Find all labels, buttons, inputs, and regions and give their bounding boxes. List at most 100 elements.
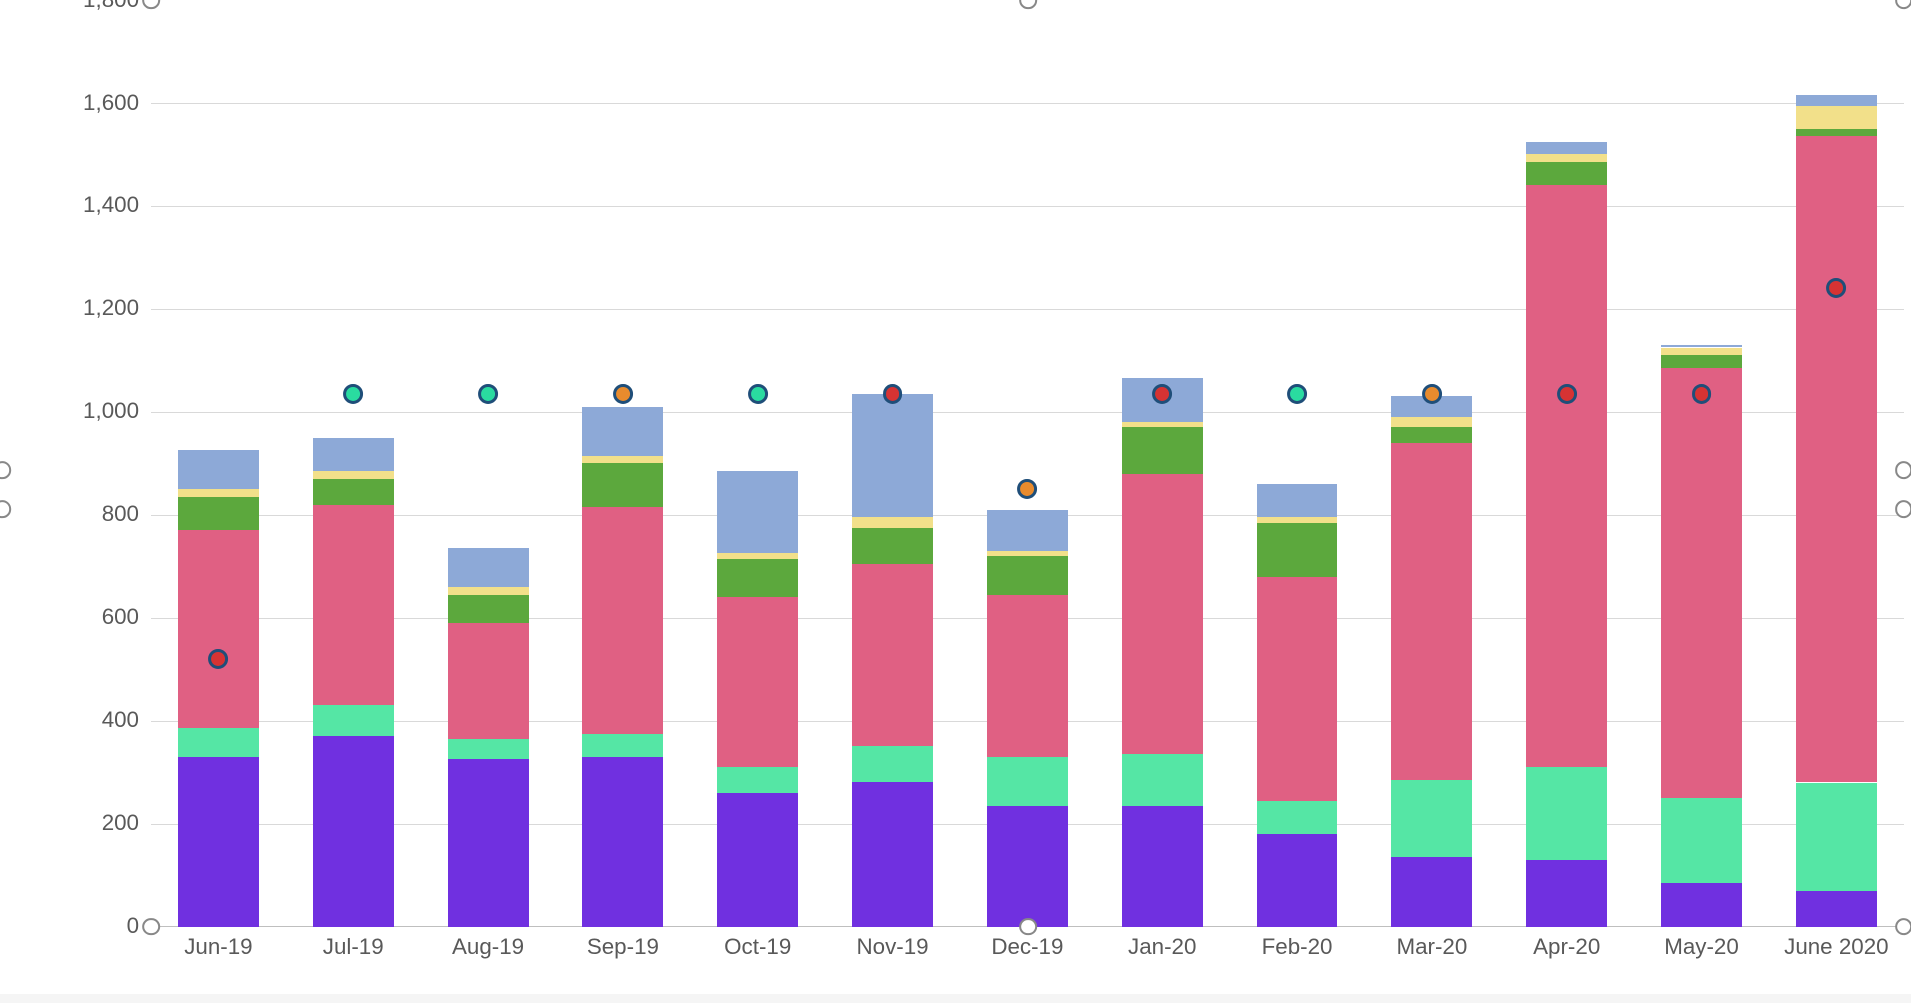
x-axis-tick-label: Sep-19 — [587, 934, 659, 960]
bar-segment[interactable] — [1257, 484, 1338, 517]
x-axis-tick-label: Dec-19 — [991, 934, 1063, 960]
bar-segment[interactable] — [1661, 348, 1742, 356]
bar-segment[interactable] — [1257, 834, 1338, 927]
series-marker[interactable] — [883, 384, 903, 404]
series-marker[interactable] — [1017, 479, 1037, 499]
bar-segment[interactable] — [987, 510, 1068, 551]
x-axis-tick-label: Mar-20 — [1396, 934, 1467, 960]
bar-segment[interactable] — [582, 757, 663, 927]
bar-segment[interactable] — [1796, 95, 1877, 105]
bar-segment[interactable] — [1661, 798, 1742, 883]
bar-segment[interactable] — [178, 497, 259, 530]
y-axis-tick-label: 1,000 — [0, 398, 139, 424]
bar-segment[interactable] — [1661, 345, 1742, 348]
bar-segment[interactable] — [1796, 783, 1877, 891]
bar-segment[interactable] — [987, 551, 1068, 556]
bar-segment[interactable] — [448, 739, 529, 760]
bar-segment[interactable] — [852, 782, 933, 926]
y-axis-tick-label: 400 — [0, 707, 139, 733]
bar-segment[interactable] — [987, 806, 1068, 927]
bar-segment[interactable] — [1391, 443, 1472, 780]
bar-segment[interactable] — [852, 394, 933, 518]
bar-segment[interactable] — [717, 793, 798, 927]
bar-segment[interactable] — [582, 507, 663, 734]
bar-segment[interactable] — [178, 757, 259, 927]
bar-segment[interactable] — [582, 456, 663, 464]
bar-segment[interactable] — [1391, 427, 1472, 442]
bar-segment[interactable] — [1526, 142, 1607, 155]
bar-segment[interactable] — [1122, 427, 1203, 473]
bar-segment[interactable] — [717, 559, 798, 598]
bar-segment[interactable] — [1122, 806, 1203, 927]
series-marker[interactable] — [1557, 384, 1577, 404]
bar-segment[interactable] — [1526, 162, 1607, 185]
series-marker[interactable] — [748, 384, 768, 404]
bar-segment[interactable] — [1661, 883, 1742, 927]
bar-segment[interactable] — [313, 479, 394, 505]
series-marker[interactable] — [1152, 384, 1172, 404]
bar-segment[interactable] — [313, 736, 394, 926]
x-axis-tick-label: June 2020 — [1784, 934, 1888, 960]
bar-segment[interactable] — [852, 564, 933, 747]
bar-segment[interactable] — [448, 548, 529, 587]
bar-segment[interactable] — [1796, 136, 1877, 782]
series-marker[interactable] — [1826, 278, 1846, 298]
bar-segment[interactable] — [1257, 801, 1338, 834]
bar-segment[interactable] — [717, 553, 798, 558]
bar-segment[interactable] — [448, 595, 529, 623]
series-marker[interactable] — [1422, 384, 1442, 404]
bar-segment[interactable] — [448, 759, 529, 926]
bar-segment[interactable] — [1391, 857, 1472, 926]
bar-segment[interactable] — [1257, 517, 1338, 522]
bar-segment[interactable] — [1122, 422, 1203, 427]
bar-segment[interactable] — [1257, 523, 1338, 577]
series-marker[interactable] — [343, 384, 363, 404]
series-marker[interactable] — [1287, 384, 1307, 404]
bar-segment[interactable] — [448, 623, 529, 739]
bar-segment[interactable] — [582, 463, 663, 507]
x-axis-tick-label: Aug-19 — [452, 934, 524, 960]
bar-segment[interactable] — [717, 471, 798, 553]
bar-segment[interactable] — [717, 767, 798, 793]
bar-segment[interactable] — [1122, 754, 1203, 805]
bar-segment[interactable] — [1391, 417, 1472, 427]
series-marker[interactable] — [208, 649, 228, 669]
bar-segment[interactable] — [313, 471, 394, 479]
bar-segment[interactable] — [178, 728, 259, 756]
bar-segment[interactable] — [852, 528, 933, 564]
bar-segment[interactable] — [987, 556, 1068, 595]
bar-segment[interactable] — [313, 438, 394, 471]
y-axis-tick-label: 1,400 — [0, 192, 139, 218]
bar-segment[interactable] — [717, 597, 798, 767]
bar-segment[interactable] — [313, 505, 394, 706]
bar-segment[interactable] — [1526, 860, 1607, 927]
bar-segment[interactable] — [1122, 474, 1203, 755]
series-marker[interactable] — [478, 384, 498, 404]
bar-segment[interactable] — [987, 757, 1068, 806]
bar-segment[interactable] — [1796, 129, 1877, 137]
bar-segment[interactable] — [1661, 355, 1742, 368]
bar-segment[interactable] — [178, 530, 259, 728]
bar-segment[interactable] — [178, 450, 259, 489]
bar-segment[interactable] — [852, 746, 933, 782]
bar-segment[interactable] — [313, 705, 394, 736]
selection-handle[interactable] — [0, 461, 11, 479]
gridline — [151, 309, 1904, 310]
bar-segment[interactable] — [1526, 154, 1607, 162]
bar-segment[interactable] — [987, 595, 1068, 757]
bar-segment[interactable] — [582, 734, 663, 757]
bar-segment[interactable] — [1661, 368, 1742, 798]
bar-segment[interactable] — [448, 587, 529, 595]
series-marker[interactable] — [613, 384, 633, 404]
bar-segment[interactable] — [1526, 767, 1607, 860]
bar-segment[interactable] — [1796, 106, 1877, 129]
bar-segment[interactable] — [852, 517, 933, 527]
bar-segment[interactable] — [1391, 780, 1472, 857]
x-axis-tick-label: Nov-19 — [857, 934, 929, 960]
bar-segment[interactable] — [178, 489, 259, 497]
series-marker[interactable] — [1692, 384, 1712, 404]
bar-segment[interactable] — [1526, 185, 1607, 767]
bar-segment[interactable] — [1796, 891, 1877, 927]
bar-segment[interactable] — [582, 407, 663, 456]
bar-segment[interactable] — [1257, 577, 1338, 801]
